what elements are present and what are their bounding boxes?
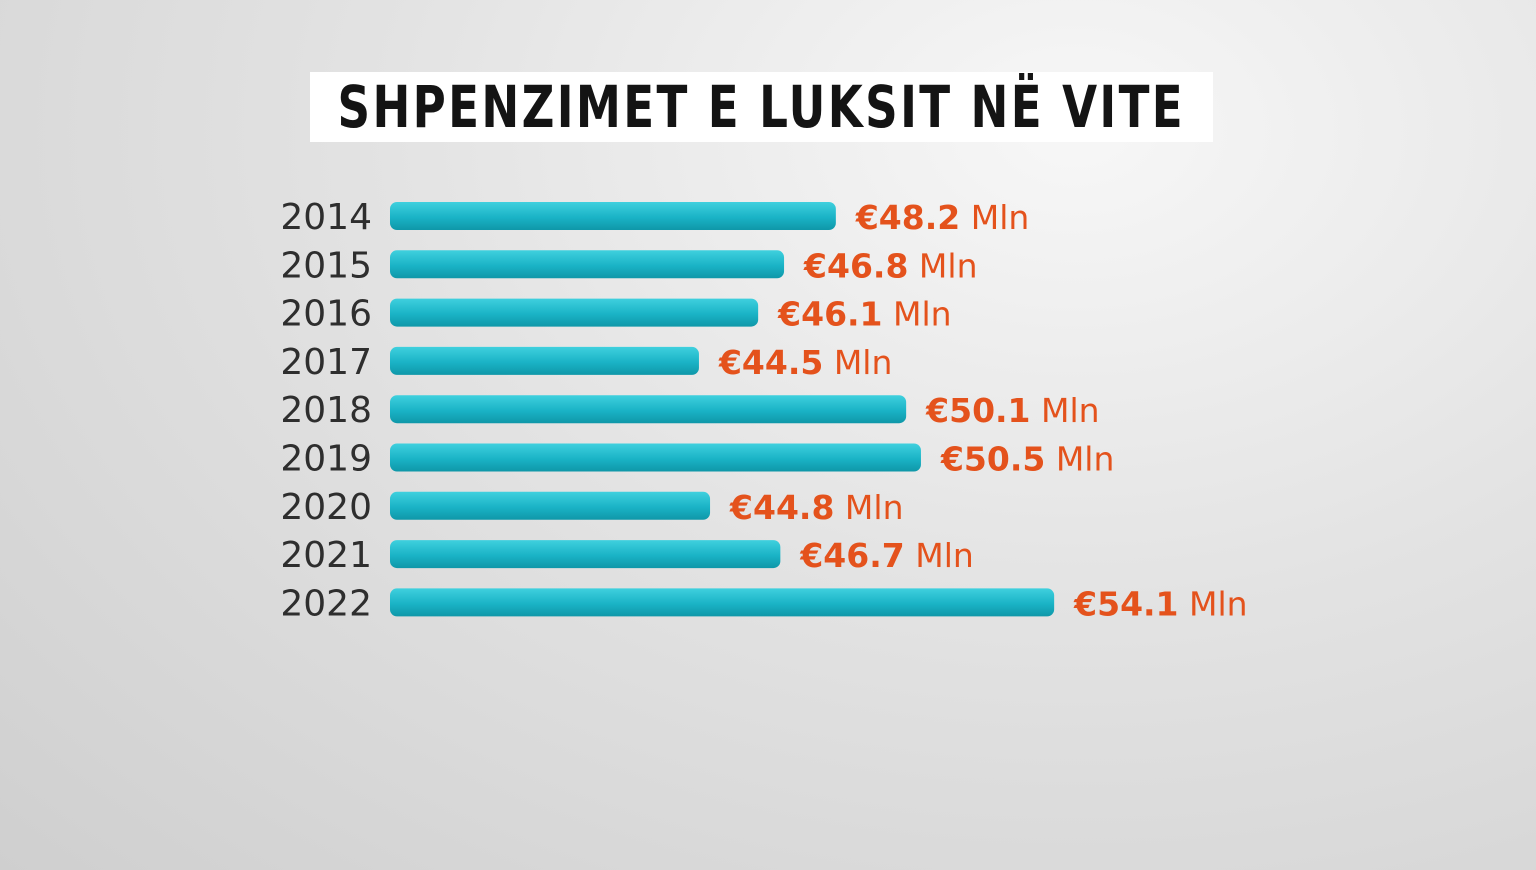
value-label: €48.2 Mln: [855, 198, 1029, 237]
bar: [390, 588, 1055, 617]
value-label: €44.8 Mln: [729, 488, 903, 527]
value-label: €50.5 Mln: [940, 440, 1114, 479]
chart-title-box: SHPENZIMET E LUKSIT NË VITE: [310, 72, 1213, 142]
bar: [390, 250, 785, 279]
year-label: 2021: [280, 535, 372, 576]
year-label: 2022: [280, 583, 372, 624]
value-label: €46.1 Mln: [777, 295, 951, 334]
bar: [390, 443, 921, 472]
year-label: 2017: [280, 342, 372, 383]
year-label: 2016: [280, 294, 372, 335]
value-label: €54.1 Mln: [1073, 584, 1247, 623]
year-label: 2018: [280, 390, 372, 431]
year-label: 2015: [280, 245, 372, 286]
value-label: €50.1 Mln: [925, 391, 1099, 430]
bar: [390, 346, 699, 375]
chart-title: SHPENZIMET E LUKSIT NË VITE: [337, 73, 1186, 141]
bar: [390, 298, 759, 327]
bar: [390, 202, 836, 230]
value-label: €44.5 Mln: [718, 343, 892, 382]
year-label: 2019: [280, 439, 372, 480]
bar: [390, 395, 907, 424]
bar: [390, 540, 781, 569]
year-label: 2014: [280, 197, 372, 238]
value-label: €46.7 Mln: [799, 536, 973, 575]
year-label: 2020: [280, 487, 372, 528]
bar: [390, 491, 711, 520]
value-label: €46.8 Mln: [803, 246, 977, 285]
